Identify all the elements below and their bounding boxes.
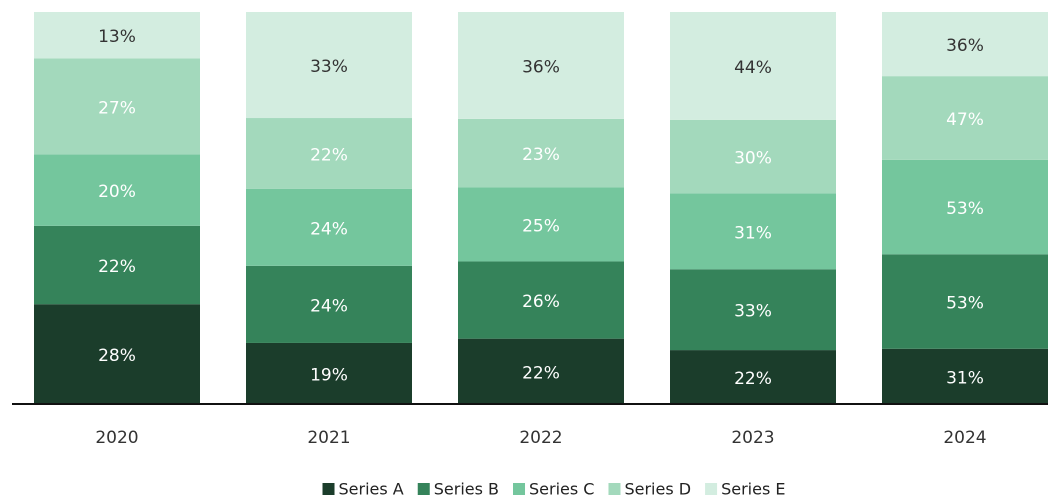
data-label: 22% <box>98 257 136 277</box>
legend-swatch <box>608 483 621 495</box>
x-tick-label: 2022 <box>519 428 562 448</box>
data-label: 31% <box>946 368 984 388</box>
bar-segment <box>670 193 836 270</box>
bar-segment <box>246 118 412 189</box>
bar-segment <box>34 58 200 155</box>
legend-swatch <box>417 483 430 495</box>
bar-segment <box>34 304 200 404</box>
bar-segment <box>246 12 412 119</box>
data-label: 28% <box>98 346 136 366</box>
bar-segment <box>458 261 624 339</box>
bar-segment <box>246 265 412 343</box>
data-label: 26% <box>522 292 560 312</box>
data-label: 44% <box>734 58 772 78</box>
bar-segment <box>882 12 1048 77</box>
data-label: 27% <box>98 98 136 118</box>
bar-segment <box>458 187 624 262</box>
bar-segment <box>34 12 200 59</box>
bar-segment <box>670 12 836 120</box>
bar-segment <box>34 154 200 226</box>
bar-segment <box>882 76 1048 160</box>
legend-label: Series D <box>624 480 691 499</box>
data-label: 47% <box>946 110 984 130</box>
legend-label: Series B <box>434 480 499 499</box>
bar-segment <box>882 254 1048 349</box>
legend: Series A Series B Series C Series D Series E <box>322 480 785 499</box>
legend-label: Series C <box>529 480 594 499</box>
data-label: 22% <box>522 363 560 383</box>
legend-swatch <box>322 483 335 495</box>
legend-label: Series A <box>339 480 404 499</box>
bar-segment <box>882 348 1048 404</box>
data-label: 36% <box>522 57 560 77</box>
bar-segment <box>670 119 836 194</box>
data-label: 22% <box>734 369 772 389</box>
bar-segment <box>670 269 836 351</box>
data-label: 25% <box>522 216 560 236</box>
bar-segment <box>458 12 624 119</box>
bar-segment <box>882 159 1048 255</box>
data-label: 36% <box>946 36 984 56</box>
x-tick-label: 2023 <box>731 428 774 448</box>
data-label: 53% <box>946 199 984 219</box>
bar-segment <box>246 188 412 266</box>
x-tick-label: 2020 <box>95 428 138 448</box>
legend-swatch <box>705 483 718 495</box>
bar-segment <box>34 225 200 305</box>
data-label: 33% <box>310 57 348 77</box>
bar-segment <box>246 342 412 404</box>
data-label: 31% <box>734 223 772 243</box>
data-label: 20% <box>98 182 136 202</box>
bar-segment <box>670 350 836 404</box>
x-tick-label: 2021 <box>307 428 350 448</box>
data-label: 23% <box>522 145 560 165</box>
x-tick-label: 2024 <box>943 428 986 448</box>
data-label: 22% <box>310 145 348 165</box>
data-label: 24% <box>310 296 348 316</box>
legend-swatch <box>513 483 526 495</box>
bar-segment <box>458 338 624 404</box>
data-label: 33% <box>734 302 772 322</box>
bar-segment <box>458 118 624 188</box>
data-label: 53% <box>946 294 984 314</box>
data-label: 19% <box>310 365 348 385</box>
legend-label: Series E <box>721 480 785 499</box>
data-label: 24% <box>310 219 348 239</box>
data-label: 30% <box>734 149 772 169</box>
data-label: 13% <box>98 27 136 47</box>
